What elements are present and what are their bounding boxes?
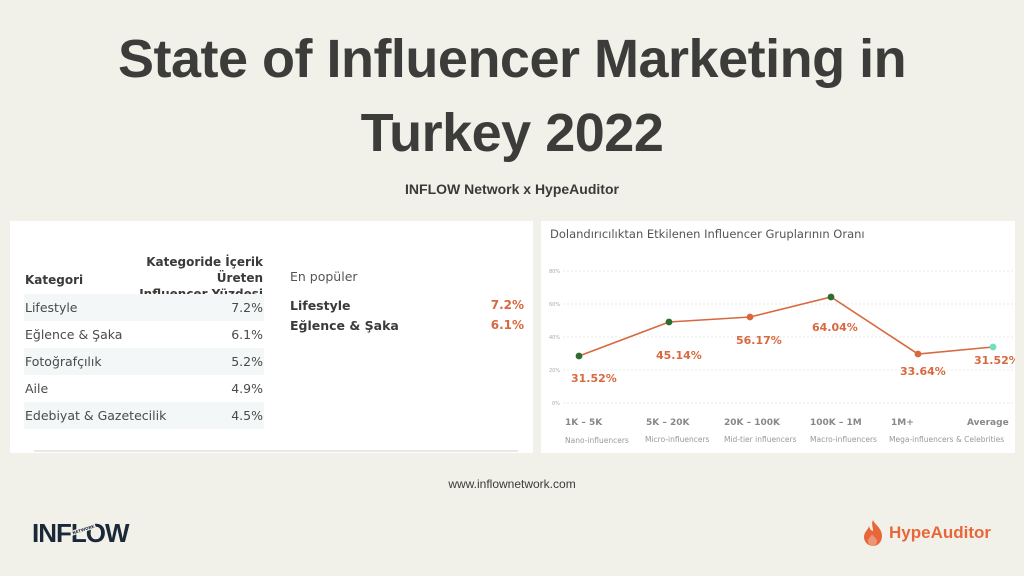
x-category-label: 1K – 5K bbox=[565, 418, 603, 428]
x-category-label: 20K – 100K bbox=[724, 418, 781, 428]
data-label: 64.04% bbox=[812, 321, 858, 334]
hypeauditor-wordmark: HypeAuditor bbox=[889, 523, 991, 542]
row-category: Aile bbox=[25, 381, 49, 396]
x-category-label: 100K – 1M bbox=[810, 418, 862, 428]
table-row: Eğlence & Şaka 6.1% bbox=[24, 321, 264, 348]
table-row: Aile 4.9% bbox=[24, 375, 264, 402]
x-category-subtitle: Mid-tier influencers bbox=[724, 435, 797, 444]
y-axis-ticks: 80% 60% 40% 20% 0% bbox=[549, 269, 560, 407]
row-category: Lifestyle bbox=[25, 300, 78, 315]
chart-title: Dolandırıcılıktan Etkilenen Influencer G… bbox=[550, 227, 865, 241]
data-label: 33.64% bbox=[900, 365, 946, 378]
data-point-marker bbox=[665, 318, 673, 326]
title-line-2: Turkey 2022 bbox=[360, 103, 664, 163]
x-category-label: 5K – 20K bbox=[646, 418, 691, 428]
table-row: Fotoğrafçılık 5.2% bbox=[24, 348, 264, 375]
ytick-label: 60% bbox=[549, 302, 560, 308]
column-header-percent-line1: Kategoride İçerik Üreten bbox=[146, 255, 263, 285]
row-category: Eğlence & Şaka bbox=[25, 327, 123, 342]
data-point-marker bbox=[914, 350, 922, 358]
title-line-1: State of Influencer Marketing in bbox=[117, 29, 907, 89]
row-category: Edebiyat & Gazetecilik bbox=[25, 408, 167, 423]
x-category-subtitle: Micro-influencers bbox=[645, 435, 710, 444]
ytick-label: 0% bbox=[552, 401, 560, 407]
x-category-label: 1M+ bbox=[891, 418, 914, 428]
page-subtitle: INFLOW Network x HypeAuditor bbox=[405, 181, 619, 197]
row-percent: 6.1% bbox=[231, 327, 263, 342]
x-category-label: Average bbox=[967, 418, 1009, 428]
series-markers bbox=[575, 293, 997, 360]
panel-divider bbox=[34, 450, 518, 452]
data-point-marker bbox=[827, 293, 835, 301]
x-axis-categories: 1K – 5K 5K – 20K 20K – 100K 100K – 1M 1M… bbox=[565, 418, 1009, 445]
data-point-marker bbox=[989, 343, 997, 351]
inflow-logo: INFLOW bbox=[32, 519, 130, 547]
most-popular-label: En popüler bbox=[290, 269, 358, 284]
page-title: State of Influencer Marketing in Turkey … bbox=[0, 22, 1024, 170]
website-link[interactable]: www.inflownetwork.com bbox=[448, 477, 576, 491]
x-category-subtitle: Macro-influencers bbox=[810, 435, 877, 444]
data-label: 31.52% bbox=[974, 354, 1015, 367]
data-label: 45.14% bbox=[656, 349, 702, 362]
table-row: Lifestyle 7.2% bbox=[24, 294, 264, 321]
data-label: 56.17% bbox=[736, 334, 782, 347]
flame-icon bbox=[864, 520, 882, 546]
popular-category: Eğlence & Şaka bbox=[290, 317, 399, 333]
row-percent: 5.2% bbox=[231, 354, 263, 369]
category-table-panel: Kategori Kategoride İçerik Üreten Influe… bbox=[10, 221, 533, 453]
popular-item: Eğlence & Şaka 6.1% bbox=[290, 315, 524, 335]
chart-gridlines bbox=[563, 270, 1013, 404]
ytick-label: 40% bbox=[549, 335, 560, 341]
series-line bbox=[578, 296, 994, 357]
column-header-category: Kategori bbox=[25, 273, 84, 287]
data-label: 31.52% bbox=[571, 372, 617, 385]
ytick-label: 80% bbox=[549, 269, 560, 275]
table-row: Edebiyat & Gazetecilik 4.5% bbox=[24, 402, 264, 429]
data-labels: 31.52% 45.14% 56.17% 64.04% 33.64% 31.52… bbox=[571, 321, 1015, 385]
popular-item: Lifestyle 7.2% bbox=[290, 295, 524, 315]
fraud-chart-panel: Dolandırıcılıktan Etkilenen Influencer G… bbox=[541, 221, 1015, 453]
popular-percent: 7.2% bbox=[490, 298, 524, 312]
popular-category: Lifestyle bbox=[290, 297, 351, 313]
most-popular-list: Lifestyle 7.2% Eğlence & Şaka 6.1% bbox=[290, 295, 524, 335]
popular-percent: 6.1% bbox=[490, 318, 524, 332]
ytick-label: 20% bbox=[549, 368, 560, 374]
line-chart: 80% 60% 40% 20% 0% 31.52% 45.14% 56.17% … bbox=[549, 269, 1015, 445]
x-category-subtitle: Nano-influencers bbox=[565, 436, 629, 445]
row-percent: 7.2% bbox=[231, 300, 263, 315]
row-percent: 4.9% bbox=[231, 381, 263, 396]
category-table: Lifestyle 7.2% Eğlence & Şaka 6.1% Fotoğ… bbox=[24, 294, 264, 429]
row-category: Fotoğrafçılık bbox=[25, 354, 102, 369]
data-point-marker bbox=[575, 352, 583, 360]
row-percent: 4.5% bbox=[231, 408, 263, 423]
data-point-marker bbox=[746, 313, 754, 321]
x-category-subtitle: Mega-influencers & Celebrities bbox=[889, 435, 1004, 444]
hypeauditor-logo: HypeAuditor bbox=[862, 519, 991, 547]
